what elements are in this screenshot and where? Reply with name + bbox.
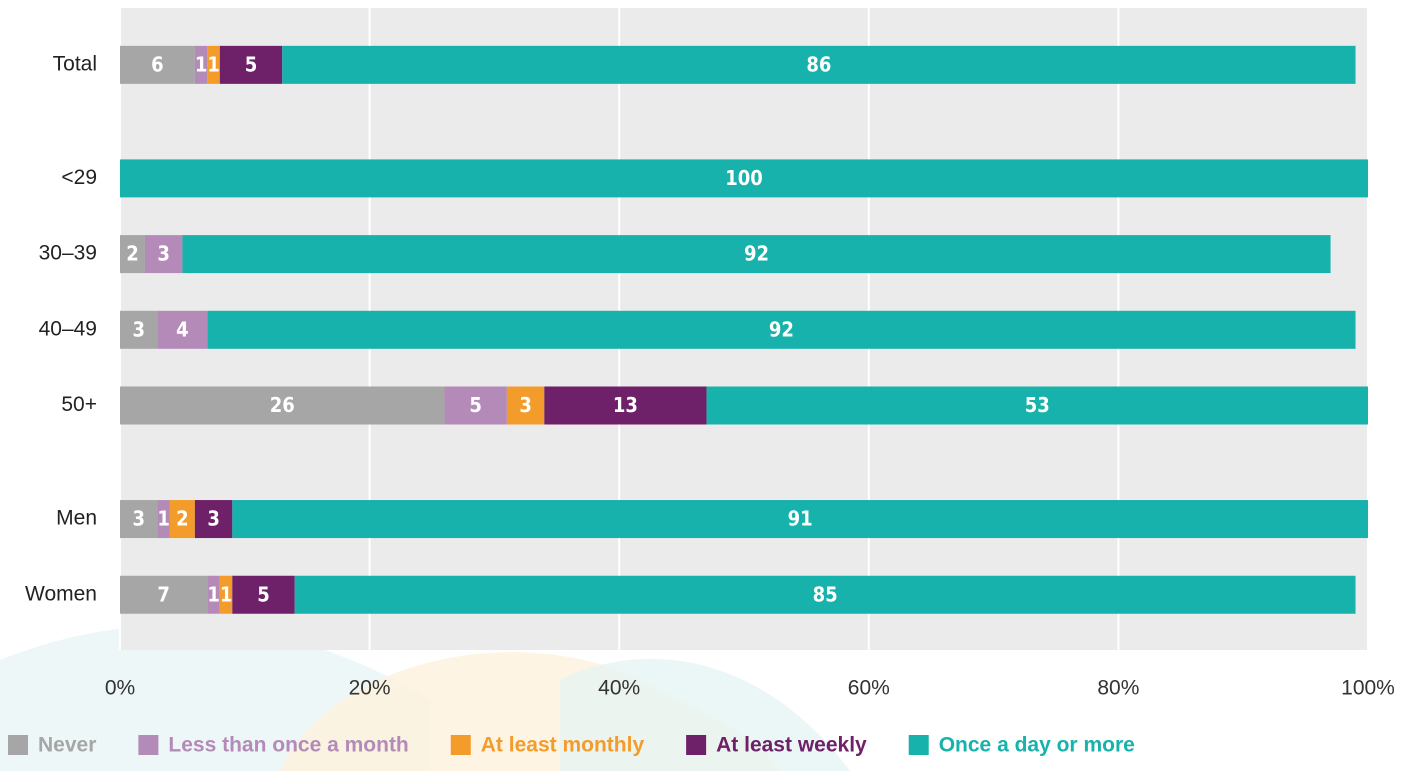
value-label: 91 <box>788 507 813 531</box>
value-label: 6 <box>151 52 164 76</box>
legend-swatch <box>686 735 706 755</box>
value-label: 13 <box>613 393 638 417</box>
value-label: 4 <box>176 317 189 341</box>
value-label: 53 <box>1025 393 1050 417</box>
x-tick-label: 100% <box>1341 677 1395 700</box>
value-label: 3 <box>519 393 532 417</box>
category-label: Total <box>53 52 97 75</box>
category-label: 30–39 <box>39 242 97 265</box>
value-label: 1 <box>207 582 220 606</box>
legend-label: Never <box>38 734 96 757</box>
category-label: 50+ <box>61 393 97 416</box>
x-tick-label: 0% <box>105 677 135 700</box>
value-label: 85 <box>813 582 838 606</box>
x-tick-label: 60% <box>848 677 890 700</box>
x-tick-label: 20% <box>349 677 391 700</box>
chart: 0%20%40%60%80%100%Total611586<2910030–39… <box>0 0 1427 771</box>
value-label: 3 <box>207 507 220 531</box>
value-label: 3 <box>157 242 170 266</box>
legend-swatch <box>138 735 158 755</box>
value-label: 5 <box>257 582 270 606</box>
value-label: 100 <box>725 166 763 190</box>
legend-label: Less than once a month <box>168 734 408 757</box>
legend-swatch <box>451 735 471 755</box>
value-label: 2 <box>126 242 139 266</box>
value-label: 5 <box>469 393 482 417</box>
value-label: 26 <box>270 393 295 417</box>
x-tick-label: 80% <box>1097 677 1139 700</box>
value-label: 7 <box>157 582 170 606</box>
legend-swatch <box>909 735 929 755</box>
value-label: 1 <box>195 52 208 76</box>
legend-label: At least monthly <box>481 734 645 757</box>
value-label: 1 <box>157 507 170 531</box>
category-label: 40–49 <box>39 317 97 340</box>
category-label: <29 <box>61 166 97 189</box>
legend-swatch <box>8 735 28 755</box>
x-tick-label: 40% <box>598 677 640 700</box>
value-label: 2 <box>176 507 189 531</box>
value-label: 3 <box>132 507 145 531</box>
value-label: 5 <box>245 52 258 76</box>
value-label: 92 <box>769 317 794 341</box>
category-label: Women <box>25 582 97 605</box>
value-label: 1 <box>220 582 233 606</box>
value-label: 3 <box>132 317 145 341</box>
value-label: 1 <box>207 52 220 76</box>
value-label: 86 <box>806 52 831 76</box>
legend-label: Once a day or more <box>939 734 1135 757</box>
value-label: 92 <box>744 242 769 266</box>
legend-label: At least weekly <box>716 734 867 757</box>
category-label: Men <box>56 507 97 530</box>
